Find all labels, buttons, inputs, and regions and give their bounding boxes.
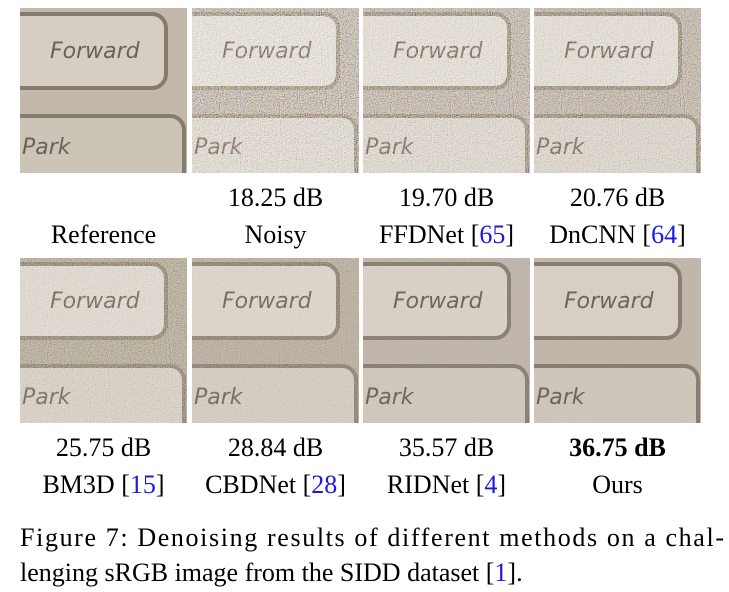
noise xyxy=(363,258,530,423)
citation: 1 xyxy=(494,558,507,587)
text-segment: Noisy xyxy=(244,220,306,249)
psnr: 20.76 dB xyxy=(570,183,665,212)
photo: Forward Park xyxy=(20,8,187,173)
caption-line: lenging sRGB image from the SIDD dataset… xyxy=(20,558,523,587)
key-text: Park xyxy=(22,135,72,160)
text-segment: FFDNet [ xyxy=(379,220,479,249)
text-segment: CBDNet [ xyxy=(205,470,311,499)
method-name: BM3D [15] xyxy=(42,470,164,499)
text-segment: DnCNN [ xyxy=(549,220,651,249)
method-name: Ours xyxy=(592,470,643,499)
text-segment: Ours xyxy=(592,470,643,499)
method-name: FFDNet [65] xyxy=(379,220,514,249)
noise xyxy=(192,258,359,423)
psnr: 36.75 dB xyxy=(569,433,666,462)
text-segment: ] xyxy=(337,470,346,499)
text-segment: lenging sRGB image from the SIDD dataset… xyxy=(20,558,494,587)
text-segment: BM3D [ xyxy=(42,470,129,499)
method-name: Reference xyxy=(51,220,156,249)
text-segment: ] xyxy=(677,220,686,249)
method-name: CBDNet [28] xyxy=(205,470,346,499)
citation: 64 xyxy=(651,220,677,249)
psnr: 25.75 dB xyxy=(56,433,151,462)
noise xyxy=(363,8,530,173)
noise xyxy=(534,258,701,423)
key-text: Forward xyxy=(50,39,141,64)
noise xyxy=(20,258,187,423)
text-segment: ] xyxy=(497,470,506,499)
psnr: 35.57 dB xyxy=(399,433,494,462)
method-name: Noisy xyxy=(244,220,306,249)
psnr: 19.70 dB xyxy=(399,183,494,212)
text-segment: ]. xyxy=(507,558,522,587)
text-segment: Reference xyxy=(51,220,156,249)
citation: 4 xyxy=(484,470,497,499)
noise xyxy=(192,8,359,173)
citation: 65 xyxy=(479,220,505,249)
psnr: 28.84 dB xyxy=(228,433,323,462)
psnr: 18.25 dB xyxy=(228,183,323,212)
text-segment: ] xyxy=(156,470,165,499)
method-name: DnCNN [64] xyxy=(549,220,686,249)
image-panel: Forward Park xyxy=(20,8,187,173)
citation: 15 xyxy=(130,470,156,499)
method-name: RIDNet [4] xyxy=(387,470,506,499)
noise xyxy=(534,8,701,173)
citation: 28 xyxy=(311,470,337,499)
key xyxy=(20,12,168,90)
text-segment: Figure 7: Denoising results of different… xyxy=(20,523,724,552)
key xyxy=(20,114,186,173)
caption-line: Figure 7: Denoising results of different… xyxy=(20,523,724,552)
text-segment: ] xyxy=(505,220,514,249)
text-segment: RIDNet [ xyxy=(387,470,484,499)
